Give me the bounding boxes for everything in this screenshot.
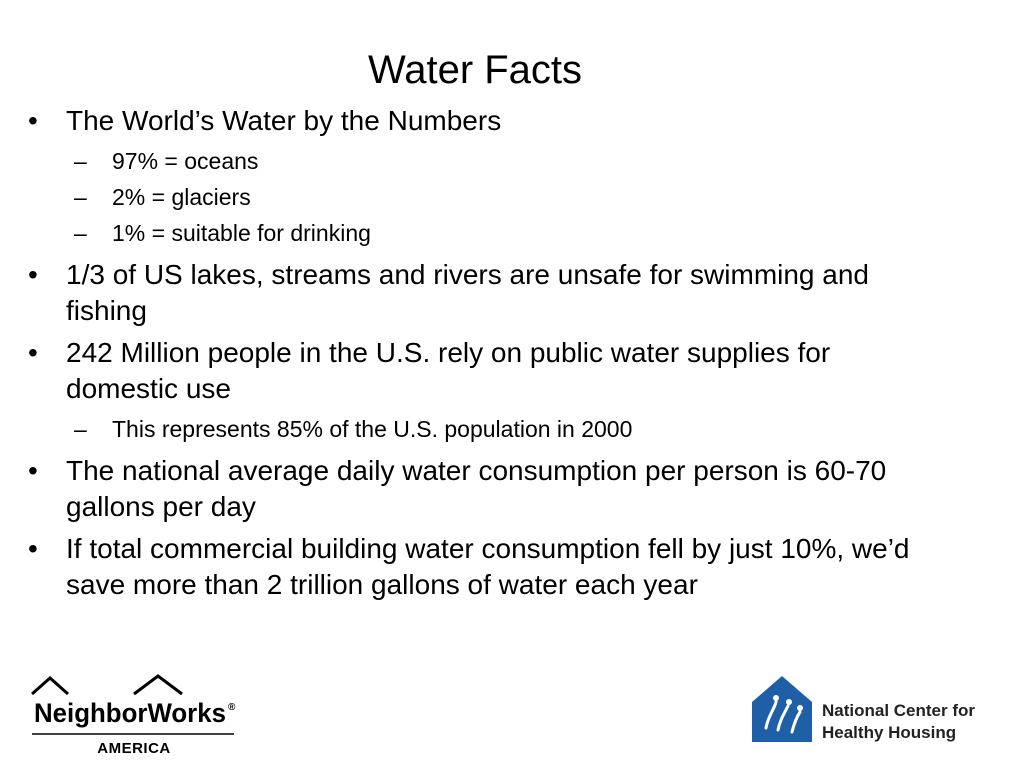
nchh-line1: National Center for [822,701,975,720]
sub-bullet-item: 2% = glaciers [74,181,926,213]
slide-title: Water Facts [367,48,583,92]
neighborworks-name: NeighborWorks [34,698,226,728]
bullet-list: The World’s Water by the Numbers 97% = o… [26,103,926,609]
neighborworks-logo: NeighborWorks ® AMERICA [30,670,240,762]
sub-bullet-list: 97% = oceans 2% = glaciers 1% = suitable… [26,145,926,249]
roof-icon [31,675,69,696]
bullet-text: The World’s Water by the Numbers [66,105,502,136]
bullet-text: The national average daily water consump… [66,455,887,522]
bullet-item: The national average daily water consump… [26,453,926,525]
bullet-item: 242 Million people in the U.S. rely on p… [26,335,926,407]
bullet-text: 242 Million people in the U.S. rely on p… [66,337,831,404]
sub-bullet-item: 97% = oceans [74,145,926,177]
sub-bullet-list: This represents 85% of the U.S. populati… [26,413,926,445]
nchh-logo: National Center for Healthy Housing [748,672,1004,752]
nchh-line2: Healthy Housing [822,723,956,742]
bullet-item: If total commercial building water consu… [26,531,926,603]
bullet-item: 1/3 of US lakes, streams and rivers are … [26,257,926,329]
sub-bullet-item: 1% = suitable for drinking [74,217,926,249]
registered-mark: ® [228,702,236,713]
figures-icon [764,700,802,734]
nchh-logo-graphic: National Center for Healthy Housing [752,676,975,742]
bullet-text: If total commercial building water consu… [66,533,910,600]
neighborworks-logo-graphic: NeighborWorks ® AMERICA [31,674,236,757]
bullet-text: 1/3 of US lakes, streams and rivers are … [66,259,870,326]
sub-bullet-item: This represents 85% of the U.S. populati… [74,413,926,445]
bullet-item: The World’s Water by the Numbers [26,103,926,139]
neighborworks-sub: AMERICA [97,740,171,757]
roof-icon [133,674,183,696]
